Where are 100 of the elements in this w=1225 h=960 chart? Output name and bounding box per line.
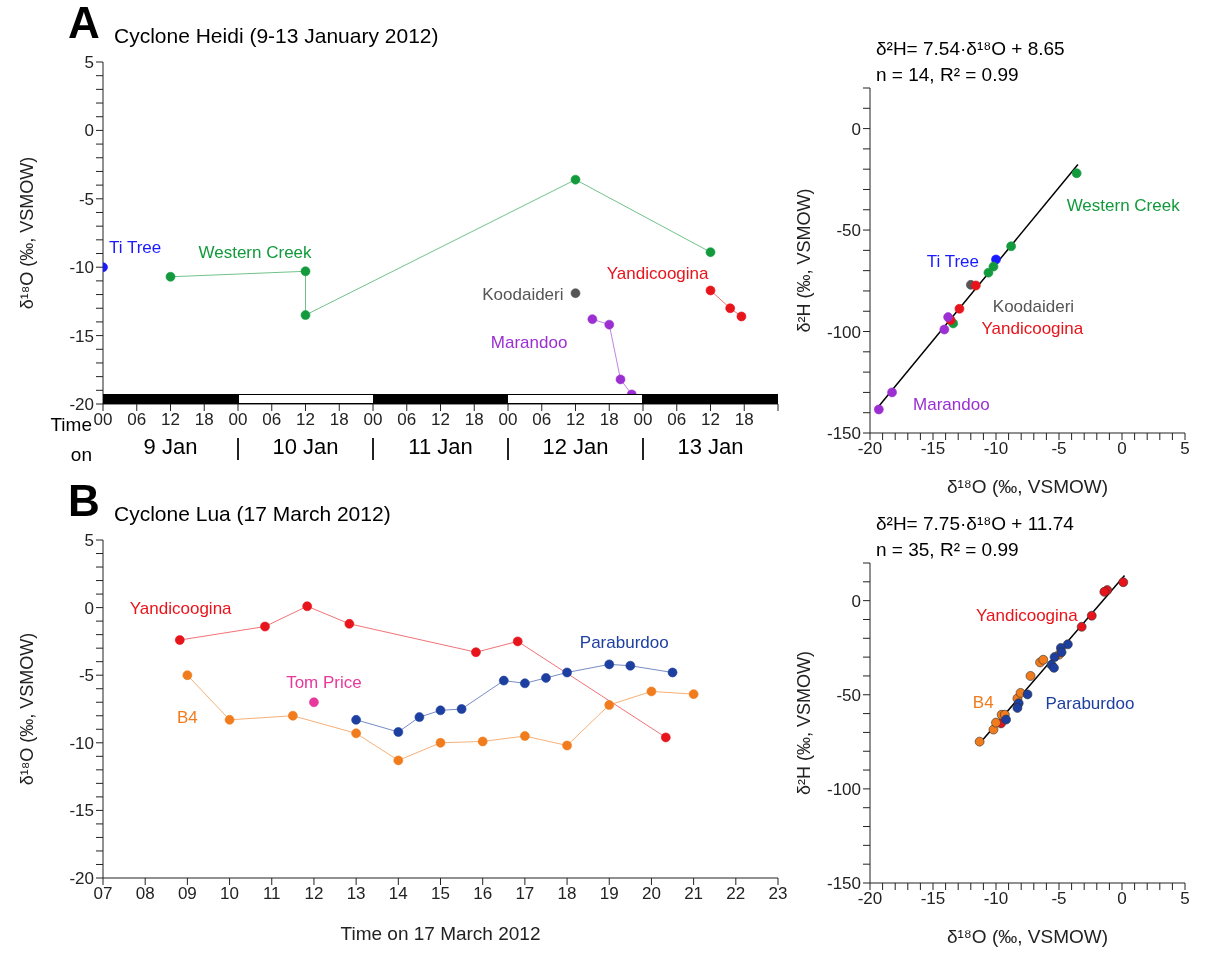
y-tick-label: -100	[826, 779, 861, 799]
x-tick-label: 0	[1117, 439, 1127, 459]
x-tick-label: 18	[557, 884, 577, 904]
y-tick-label: 5	[84, 53, 94, 73]
series-label: Koodaideri	[992, 296, 1075, 316]
text: 13 Jan	[676, 434, 745, 460]
x-tick-label: 12	[701, 410, 720, 430]
x-axis-title: δ¹⁸O (‰, VSMOW)	[946, 926, 1109, 947]
x-tick-label: -5	[1051, 439, 1067, 459]
text: δ²H= 7.75·δ¹⁸O + 11.74	[876, 513, 1074, 535]
text: δ²H= 7.54·δ¹⁸O + 8.65	[876, 38, 1065, 60]
x-tick-label: 23	[768, 884, 788, 904]
x-tick-label: 00	[93, 410, 113, 430]
x-tick-label: 5	[1180, 889, 1190, 909]
x-tick-label: 06	[532, 410, 552, 430]
x-tick-label: 20	[641, 884, 661, 904]
x-tick-label: -5	[1051, 889, 1067, 909]
series-label: Marandoo	[490, 333, 568, 353]
x-tick-label: -10	[983, 889, 1009, 909]
series-label: Yandicoogina	[606, 264, 710, 284]
x-tick-label: 07	[93, 884, 113, 904]
x-tick-label: 12	[431, 410, 450, 430]
y-tick-label: 0	[851, 119, 861, 139]
y-tick-label: -15	[69, 326, 94, 346]
x-tick-label: 12	[296, 410, 315, 430]
series-label: B4	[972, 692, 994, 712]
x-tick-label: 06	[127, 410, 147, 430]
y-tick-label: -10	[69, 733, 94, 753]
y-tick-label: -50	[836, 685, 861, 705]
x-tick-label: 18	[329, 410, 349, 430]
x-axis-title: Time on 17 March 2012	[340, 923, 541, 944]
x-tick-label: 18	[599, 410, 619, 430]
text: 9 Jan	[142, 434, 199, 460]
text: n = 14, R² = 0.99	[876, 64, 1019, 86]
y-tick-label: 5	[84, 531, 94, 551]
y-axis-title: δ¹⁸O (‰, VSMOW)	[17, 632, 38, 786]
y-tick-label: 0	[851, 591, 861, 611]
text: 12 Jan	[541, 434, 610, 460]
x-tick-label: 18	[464, 410, 484, 430]
chart-title: Cyclone Lua (17 March 2012)	[114, 502, 391, 526]
series-label: Paraburdoo	[579, 633, 669, 653]
y-tick-label: -50	[836, 221, 861, 241]
y-tick-label: -15	[69, 801, 94, 821]
y-tick-label: -5	[78, 189, 94, 209]
y-tick-label: 0	[84, 598, 94, 618]
text: n = 35, R² = 0.99	[876, 539, 1019, 561]
x-tick-label: 21	[684, 884, 704, 904]
y-tick-label: -10	[69, 258, 94, 278]
x-tick-label: 09	[177, 884, 197, 904]
x-tick-label: 12	[304, 884, 324, 904]
x-tick-label: 11	[262, 884, 281, 904]
x-tick-label: 00	[633, 410, 653, 430]
text: 11 Jan	[407, 434, 474, 460]
series-label: B4	[176, 708, 198, 728]
x-tick-label: 00	[228, 410, 248, 430]
y-tick-label: -100	[826, 322, 861, 342]
text: A	[68, 0, 100, 48]
series-label: Western Creek	[198, 242, 313, 262]
x-tick-label: 00	[363, 410, 383, 430]
series-label: Marandoo	[913, 395, 990, 415]
series-label: Koodaideri	[482, 285, 564, 305]
chart-title: Cyclone Heidi (9-13 January 2012)	[114, 24, 439, 48]
x-tick-label: 19	[599, 884, 619, 904]
x-tick-label: -15	[920, 439, 946, 459]
series-label: Tom Price	[286, 673, 362, 693]
y-axis-title: δ¹⁸O (‰, VSMOW)	[17, 156, 38, 310]
x-tick-label: 13	[346, 884, 366, 904]
series-label: Ti Tree	[926, 252, 979, 272]
x-axis-title: Time on	[49, 413, 92, 467]
y-tick-label: -5	[78, 666, 94, 686]
series-label: Western Creek	[1066, 196, 1181, 216]
y-axis-title: δ²H (‰, VSMOW)	[794, 651, 815, 795]
series-label: Paraburdoo	[1045, 694, 1135, 714]
x-tick-label: 17	[515, 884, 535, 904]
y-tick-label: 0	[84, 121, 94, 141]
series-label: Yandicoogina	[975, 605, 1079, 625]
y-tick-label: -20	[69, 395, 94, 415]
x-tick-label: 06	[667, 410, 687, 430]
y-tick-label: -150	[826, 874, 861, 894]
text: 10 Jan	[271, 434, 340, 460]
y-tick-label: -150	[826, 424, 861, 444]
series-label: Yandicoogina	[981, 318, 1084, 338]
x-tick-label: 00	[498, 410, 518, 430]
x-tick-label: 5	[1180, 439, 1190, 459]
x-tick-label: -10	[983, 439, 1009, 459]
x-tick-label: 14	[388, 884, 408, 904]
x-axis-title: δ¹⁸O (‰, VSMOW)	[946, 476, 1109, 497]
x-tick-label: 10	[220, 884, 240, 904]
y-tick-label: -20	[69, 869, 94, 889]
x-tick-label: 0	[1117, 889, 1127, 909]
x-tick-label: 12	[566, 410, 585, 430]
x-tick-label: -15	[920, 889, 946, 909]
x-tick-label: 18	[734, 410, 754, 430]
x-tick-label: 15	[431, 884, 450, 904]
text: B	[68, 476, 100, 526]
series-label: Yandicoogina	[129, 599, 233, 619]
y-axis-title: δ²H (‰, VSMOW)	[794, 188, 815, 333]
x-tick-label: 06	[262, 410, 282, 430]
series-label: Ti Tree	[109, 238, 162, 258]
x-tick-label: 06	[397, 410, 417, 430]
